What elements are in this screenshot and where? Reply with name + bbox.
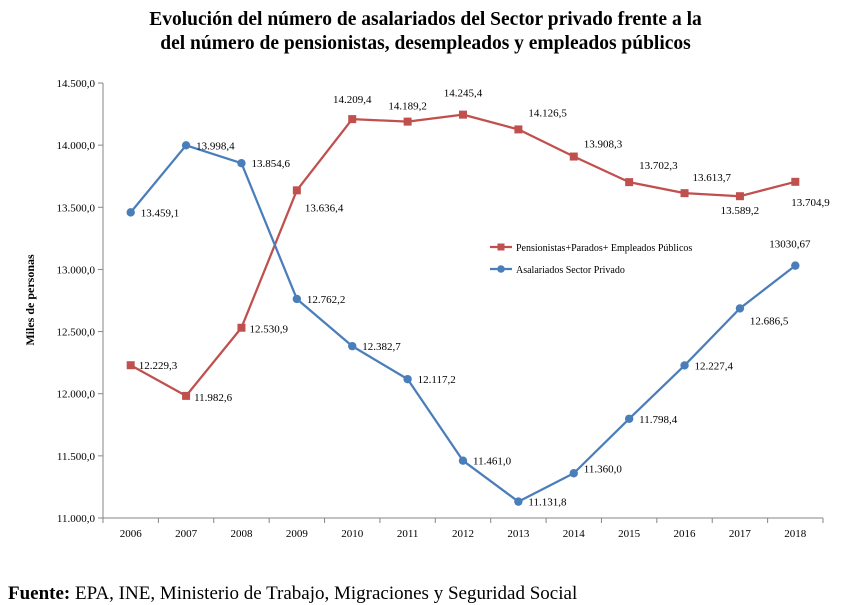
data-label-2: 11.360,0 [584,463,623,475]
data-label-1: 14.126,5 [528,107,567,119]
data-point-1 [403,117,412,126]
data-point-1 [791,177,800,186]
x-tick-label: 2008 [230,528,253,540]
legend-marker-1 [497,243,505,251]
data-point-2 [237,159,246,168]
data-point-1 [514,125,523,134]
x-tick-label: 2014 [563,528,586,540]
data-label-2: 13030,67 [769,239,811,251]
data-label-1: 14.209,4 [333,94,372,106]
data-point-1 [237,323,246,332]
data-point-2 [126,208,135,217]
line-chart: 11.000,0 11.500,0 12.000,0 12.500,0 13.000,0… [23,78,830,540]
y-tick-label: 13.000,0 [57,264,96,276]
data-label-2: 12.117,2 [418,374,456,386]
data-point-1 [569,152,578,161]
source-text: EPA, INE, Ministerio de Trabajo, Migraci… [75,583,578,604]
x-tick-label: 2015 [618,528,641,540]
x-tick-label: 2016 [674,528,697,540]
data-point-1 [735,192,744,201]
data-point-2 [181,141,191,150]
data-label-2: 12.762,2 [307,294,346,306]
legend-label-2: Asalariados Sector Privado [516,265,625,276]
x-tick-label: 2017 [729,528,752,540]
data-label-1: 11.982,6 [194,392,233,404]
y-axis-label: Miles de personas [23,254,37,346]
x-tick-label: 2010 [341,528,364,540]
y-tick-label: 14.000,0 [57,140,96,152]
chart-title-line-1: Evolución del número de asalariados del … [149,9,702,30]
data-point-1 [680,189,689,198]
data-label-2: 13.854,6 [251,158,290,170]
data-point-2 [624,414,634,423]
x-tick-label: 2013 [507,528,530,540]
data-label-1: 13.908,3 [584,139,623,151]
y-tick-label: 13.500,0 [57,202,96,214]
x-tick-label: 2012 [452,528,474,540]
data-label-1: 14.245,4 [444,88,483,100]
data-label-2: 11.798,4 [639,414,678,426]
data-label-2: 12.382,7 [362,341,401,353]
data-point-2 [514,497,523,506]
data-label-2: 11.461,0 [473,456,512,468]
data-label-2: 13.459,1 [141,207,180,219]
x-tick-label: 2018 [784,528,807,540]
series-line-2 [129,144,796,503]
data-point-1 [348,115,357,124]
data-point-1 [126,361,135,370]
data-point-2 [680,361,689,370]
data-point-2 [569,469,578,478]
data-point-2 [292,294,302,304]
data-point-2 [791,261,800,270]
data-point-1 [459,110,467,119]
x-tick-label: 2009 [286,528,309,540]
data-point-1 [625,178,634,187]
data-label-1: 12.229,3 [139,360,178,372]
data-point-2 [348,341,357,351]
source-label: Fuente: [8,583,71,604]
y-tick-label: 14.500,0 [57,78,96,90]
chart-title: Evolución del número de asalariados del … [0,8,851,56]
data-label-1: 12.530,9 [249,324,288,336]
data-point-2 [458,456,468,465]
data-label-1: 13.589,2 [721,205,760,217]
data-point-2 [403,374,412,384]
y-tick-label: 12.500,0 [57,327,96,339]
x-tick-label: 2006 [120,528,143,540]
data-label-2: 13.998,4 [196,140,235,152]
data-label-2: 12.227,4 [695,360,734,372]
y-tick-label: 12.000,0 [57,389,96,401]
legend-marker-2 [497,265,505,273]
data-label-1: 14.189,2 [388,101,427,113]
data-label-2: 11.131,8 [528,497,567,509]
x-tick-label: 2011 [397,528,419,540]
data-point-1 [182,391,191,400]
x-tick-label: 2007 [175,528,198,540]
data-label-2: 12.686,5 [750,315,789,327]
y-tick-label: 11.500,0 [57,451,96,463]
legend-label-1: Pensionistas+Parados+ Empleados Públicos [516,243,692,254]
data-label-1: 13.702,3 [639,160,678,172]
source-note: Fuente: EPA, INE, Ministerio de Trabajo,… [8,583,577,605]
data-label-1: 13.613,7 [693,172,732,184]
data-point-2 [735,304,745,313]
data-label-1: 13.636,4 [305,202,344,214]
data-label-1: 13.704,9 [791,197,830,209]
y-tick-label: 11.000,0 [57,513,96,525]
data-point-1 [292,186,301,195]
chart-title-line-2: del número de pensionistas, desempleados… [160,33,691,54]
